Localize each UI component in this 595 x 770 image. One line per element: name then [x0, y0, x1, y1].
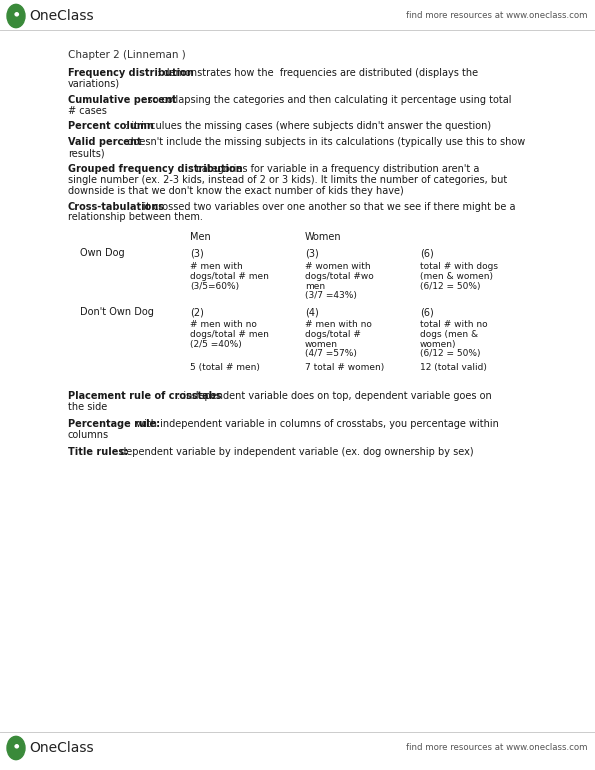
Text: (6): (6) — [420, 307, 434, 317]
Text: (3/5=60%): (3/5=60%) — [190, 282, 239, 291]
Text: dogs/total # men: dogs/total # men — [190, 272, 269, 281]
Text: Don't Own Dog: Don't Own Dog — [80, 307, 154, 317]
Text: # men with no: # men with no — [305, 320, 372, 330]
Circle shape — [7, 736, 25, 760]
Text: 12 (total valid): 12 (total valid) — [420, 363, 487, 372]
Text: : categories for variable in a frequency distribution aren't a: : categories for variable in a frequency… — [189, 164, 479, 174]
Text: dogs/total # men: dogs/total # men — [190, 330, 269, 339]
Text: total # with dogs: total # with dogs — [420, 263, 498, 271]
Text: Valid percent: Valid percent — [68, 137, 142, 147]
Text: Chapter 2 (Linneman ): Chapter 2 (Linneman ) — [68, 50, 186, 60]
Text: # men with: # men with — [190, 263, 243, 271]
Text: the side: the side — [68, 402, 107, 412]
Text: (2/5 =40%): (2/5 =40%) — [190, 340, 242, 349]
Text: Placement rule of crosstabs: Placement rule of crosstabs — [68, 391, 221, 401]
Text: : independent variable does on top, dependent variable goes on: : independent variable does on top, depe… — [177, 391, 492, 401]
Text: (3): (3) — [305, 248, 319, 258]
Text: # men with no: # men with no — [190, 320, 257, 330]
Text: # cases: # cases — [68, 105, 107, 116]
Text: (4): (4) — [305, 307, 319, 317]
Text: men: men — [305, 282, 325, 291]
Text: Own Dog: Own Dog — [80, 248, 124, 258]
Text: (4/7 =57%): (4/7 =57%) — [305, 350, 357, 359]
Text: (6/12 = 50%): (6/12 = 50%) — [420, 350, 481, 359]
Text: Percent column: Percent column — [68, 122, 154, 132]
Text: 7 total # women): 7 total # women) — [305, 363, 384, 372]
Text: women): women) — [420, 340, 456, 349]
Text: : it crossed two variables over one another so that we see if there might be a: : it crossed two variables over one anot… — [137, 202, 515, 212]
Text: # women with: # women with — [305, 263, 371, 271]
Text: dogs/total #wo: dogs/total #wo — [305, 272, 374, 281]
Text: (6/12 = 50%): (6/12 = 50%) — [420, 282, 481, 291]
Text: : so collapsing the categories and then calculating it percentage using total: : so collapsing the categories and then … — [141, 95, 511, 105]
Text: dogs (men &: dogs (men & — [420, 330, 478, 339]
Text: : demonstrates how the  frequencies are distributed (displays the: : demonstrates how the frequencies are d… — [157, 68, 478, 78]
Text: : doesn't include the missing subjects in its calculations (typically use this t: : doesn't include the missing subjects i… — [121, 137, 525, 147]
Text: find more resources at www.oneclass.com: find more resources at www.oneclass.com — [406, 12, 588, 21]
Text: 5 (total # men): 5 (total # men) — [190, 363, 260, 372]
Text: find more resources at www.oneclass.com: find more resources at www.oneclass.com — [406, 744, 588, 752]
Text: dependent variable by independent variable (ex. dog ownership by sex): dependent variable by independent variab… — [117, 447, 473, 457]
Text: with independent variable in columns of crosstabs, you percentage within: with independent variable in columns of … — [133, 419, 499, 429]
Text: Men: Men — [190, 233, 211, 243]
Text: Title rules:: Title rules: — [68, 447, 128, 457]
Text: Grouped frequency distribution: Grouped frequency distribution — [68, 164, 243, 174]
Text: OneClass: OneClass — [29, 9, 93, 23]
Text: (3): (3) — [190, 248, 203, 258]
Text: Cumulative percent: Cumulative percent — [68, 95, 176, 105]
Text: columns: columns — [68, 430, 109, 440]
Text: ●: ● — [13, 12, 19, 16]
Text: variations): variations) — [68, 79, 120, 89]
Text: (2): (2) — [190, 307, 204, 317]
Text: dogs/total #: dogs/total # — [305, 330, 361, 339]
Text: Women: Women — [305, 233, 342, 243]
Text: : it inculues the missing cases (where subjects didn't answer the question): : it inculues the missing cases (where s… — [125, 122, 491, 132]
Text: (6): (6) — [420, 248, 434, 258]
Text: (3/7 =43%): (3/7 =43%) — [305, 292, 357, 300]
Text: Cross-tabulations: Cross-tabulations — [68, 202, 165, 212]
Text: relationship between them.: relationship between them. — [68, 213, 203, 223]
Text: Percentage rule:: Percentage rule: — [68, 419, 160, 429]
Circle shape — [7, 5, 25, 28]
Text: single number (ex. 2-3 kids, instead of 2 or 3 kids). It limits the number of ca: single number (ex. 2-3 kids, instead of … — [68, 175, 508, 185]
Text: (men & women): (men & women) — [420, 272, 493, 281]
Text: total # with no: total # with no — [420, 320, 488, 330]
Text: downside is that we don't know the exact number of kids they have): downside is that we don't know the exact… — [68, 186, 404, 196]
Text: women: women — [305, 340, 338, 349]
Text: ●: ● — [13, 744, 19, 748]
Text: results): results) — [68, 148, 105, 158]
Text: Frequency distribution: Frequency distribution — [68, 68, 194, 78]
Text: OneClass: OneClass — [29, 741, 93, 755]
